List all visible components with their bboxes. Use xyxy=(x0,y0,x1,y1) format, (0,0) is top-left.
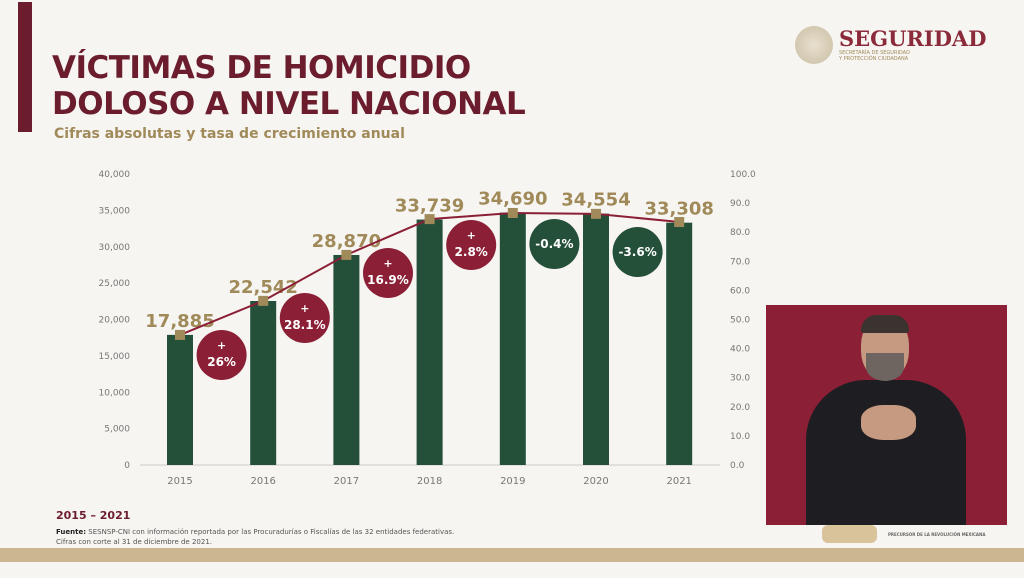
growth-label: 26% xyxy=(207,355,236,369)
video-caption: PRECURSOR DE LA REVOLUCIÓN MEXICANA xyxy=(888,532,986,537)
y2-tick-label: 30.0 xyxy=(730,374,750,384)
growth-sign: + xyxy=(467,229,476,242)
rate-marker xyxy=(507,207,518,218)
title-line-1: VÍCTIMAS DE HOMICIDIO xyxy=(52,50,471,86)
bar-value-label: 22,542 xyxy=(228,277,297,298)
y2-tick-label: 70.0 xyxy=(730,257,750,267)
seal-icon xyxy=(795,26,833,64)
accent-bar xyxy=(18,2,32,132)
y2-tick-label: 40.0 xyxy=(730,345,750,355)
y-tick-label: 15,000 xyxy=(99,352,131,362)
rate-marker xyxy=(674,217,685,228)
y2-tick-label: 0.0 xyxy=(730,461,745,471)
x-tick-label: 2020 xyxy=(583,476,608,487)
rate-marker xyxy=(258,295,269,306)
y2-tick-label: 60.0 xyxy=(730,286,750,296)
logo: SEGURIDAD SECRETARÍA DE SEGURIDAD Y PROT… xyxy=(795,26,986,64)
growth-sign: + xyxy=(300,302,309,315)
y-tick-label: 20,000 xyxy=(99,316,131,326)
x-tick-label: 2021 xyxy=(666,476,691,487)
page-title: VÍCTIMAS DE HOMICIDIO DOLOSO A NIVEL NACI… xyxy=(52,50,526,122)
growth-label: -3.6% xyxy=(618,245,656,259)
y-tick-label: 0 xyxy=(124,461,130,471)
x-tick-label: 2019 xyxy=(500,476,525,487)
growth-label: 16.9% xyxy=(367,273,409,287)
bar xyxy=(250,301,277,465)
logo-sub1: SECRETARÍA DE SEGURIDAD xyxy=(839,50,910,56)
source-note: Fuente: SESNSP-CNI con información repor… xyxy=(56,527,454,547)
growth-bubble xyxy=(446,220,497,270)
y2-tick-label: 20.0 xyxy=(730,403,750,413)
y2-tick-label: 10.0 xyxy=(730,432,750,442)
source-label: Fuente: xyxy=(56,528,87,536)
bar-value-label: 17,885 xyxy=(145,311,214,332)
growth-bubble xyxy=(279,293,330,343)
rate-marker xyxy=(591,208,601,219)
bar xyxy=(499,212,526,465)
y-tick-label: 5,000 xyxy=(104,425,130,435)
bar-value-label: 33,308 xyxy=(644,199,713,220)
logo-name: SEGURIDAD xyxy=(839,26,987,51)
growth-sign: + xyxy=(217,339,226,352)
video-footer-art xyxy=(822,525,877,543)
rate-marker xyxy=(341,249,352,260)
subtitle: Cifras absolutas y tasa de crecimiento a… xyxy=(54,126,405,142)
footer-band xyxy=(0,548,1024,562)
bar xyxy=(416,219,443,465)
sign-language-video xyxy=(766,305,1007,525)
growth-bubble xyxy=(363,248,413,298)
y2-tick-label: 100.0 xyxy=(730,170,756,180)
growth-bubble xyxy=(612,227,663,277)
bar xyxy=(583,213,609,465)
bar-value-label: 34,554 xyxy=(561,190,630,211)
source-date: Cifras con corte al 31 de diciembre de 2… xyxy=(56,538,213,546)
bar-value-label: 33,739 xyxy=(395,196,464,217)
period: 2015 – 2021 xyxy=(56,509,131,522)
interpreter-hair xyxy=(861,315,909,333)
logo-sub2: Y PROTECCIÓN CIUDADANA xyxy=(839,56,909,62)
growth-label: -0.4% xyxy=(535,237,573,251)
x-tick-label: 2016 xyxy=(250,476,275,487)
bar xyxy=(167,334,193,465)
y-tick-label: 25,000 xyxy=(99,279,131,289)
interpreter-beard xyxy=(866,353,904,381)
chart: 0 5,000 10,000 15,000 20,000 25,000 30,000 35,0… xyxy=(99,170,757,487)
x-tick-label: 2017 xyxy=(334,476,359,487)
interpreter-body xyxy=(806,380,966,525)
y-tick-label: 40,000 xyxy=(99,170,131,180)
x-tick-label: 2015 xyxy=(167,476,192,487)
growth-bubble xyxy=(529,219,580,269)
y-tick-label: 10,000 xyxy=(99,388,131,398)
bar-value-label: 28,870 xyxy=(312,231,381,252)
y2-tick-label: 50.0 xyxy=(730,316,750,326)
interpreter-hands xyxy=(861,405,916,440)
title-line-2: DOLOSO A NIVEL NACIONAL xyxy=(52,86,526,122)
growth-label: 2.8% xyxy=(455,245,488,259)
rate-marker xyxy=(424,214,435,225)
source-text: SESNSP-CNI con información reportada por… xyxy=(88,528,455,536)
growth-bubble xyxy=(196,330,247,380)
growth-sign: + xyxy=(383,257,392,270)
bar-value-label: 34,690 xyxy=(478,189,547,210)
y-tick-label: 30,000 xyxy=(99,243,131,253)
bar xyxy=(333,254,360,465)
bar xyxy=(666,222,693,465)
x-tick-label: 2018 xyxy=(417,476,442,487)
rate-marker xyxy=(175,329,185,340)
y2-tick-label: 80.0 xyxy=(730,228,750,238)
growth-label: 28.1% xyxy=(284,318,326,332)
y2-tick-label: 90.0 xyxy=(730,199,750,209)
y-tick-label: 35,000 xyxy=(99,206,131,216)
